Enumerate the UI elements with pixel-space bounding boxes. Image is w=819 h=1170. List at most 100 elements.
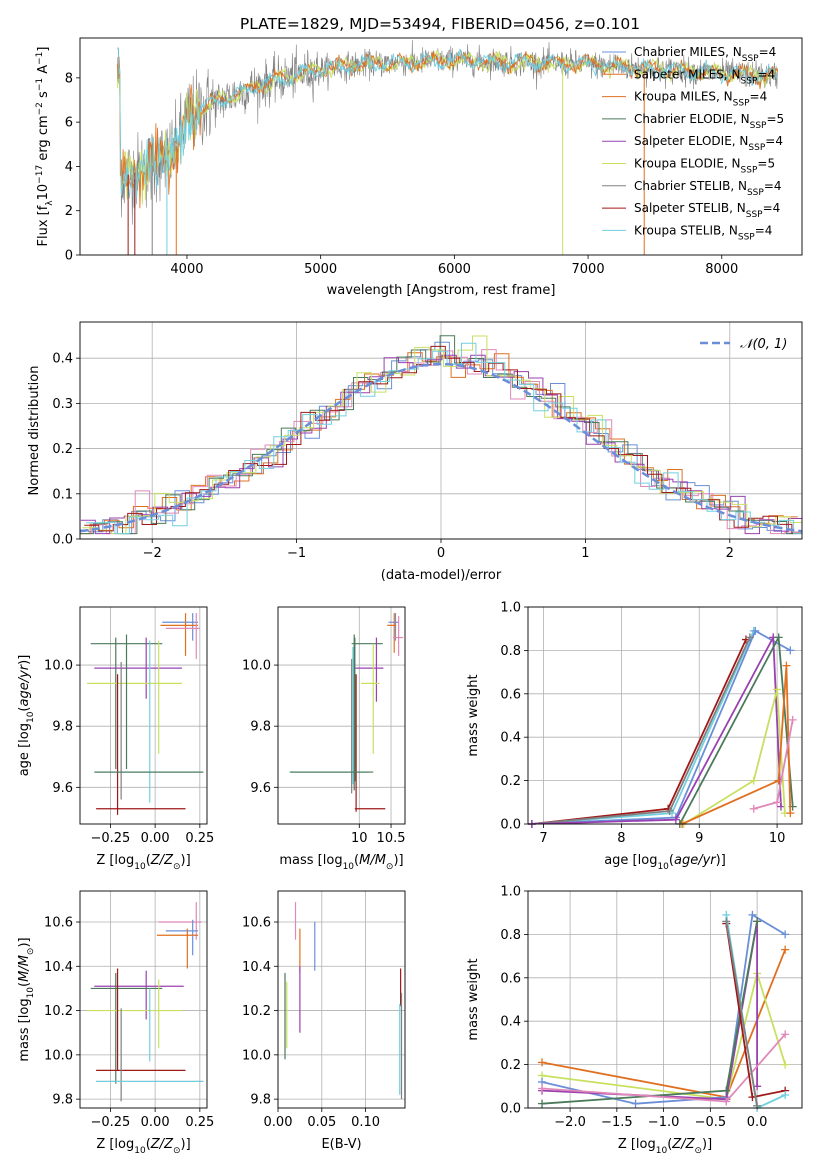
x-tick-label: 9 <box>695 831 703 846</box>
panel-age-vs-Z: −0.25 0.00 0.25 9.6 9.8 10.0 Z [log10(Z/Z⊙)] ag… <box>17 606 214 872</box>
y-axis-label: mass weight <box>466 674 481 756</box>
y-tick-label: 10.0 <box>44 659 73 674</box>
series-marker <box>538 1058 547 1067</box>
x-axis-label: age [log10(age/yr)] <box>604 853 726 872</box>
series-line-c8 <box>725 923 786 1099</box>
x-tick-label: 0 <box>437 546 445 561</box>
legend-label: 𝒩(0, 1) <box>740 337 787 352</box>
x-axis-label: E(B-V) <box>321 1137 361 1152</box>
x-tick-label: 7000 <box>572 262 605 277</box>
x-axis-label: (data-model)/error <box>381 568 502 583</box>
y-tick-label: 0.0 <box>500 1102 521 1117</box>
axes-frame <box>277 890 406 1109</box>
spectrum-data <box>117 39 778 225</box>
x-tick-label: −2 <box>143 546 162 561</box>
y-axis-label: mass [log10(M/M⊙)] <box>17 937 36 1061</box>
y-tick-label: 10.0 <box>44 1048 73 1063</box>
y-tick-label: 1.0 <box>500 885 521 900</box>
legend-label: Chabrier STELIB, NSSP=4 <box>634 179 782 198</box>
hist-c8 <box>84 345 802 534</box>
x-axis-label: Z [log10(Z/Z⊙)] <box>618 1137 712 1156</box>
legend-label: Salpeter STELIB, NSSP=4 <box>634 201 780 220</box>
axes-frame <box>277 606 406 825</box>
series-line-c9 <box>531 630 755 824</box>
x-tick-label: −1 <box>287 546 306 561</box>
series-marker <box>781 1060 790 1069</box>
x-tick-label: 0.25 <box>185 831 214 846</box>
series-marker <box>781 945 790 954</box>
axes-frame <box>79 321 803 540</box>
panel-residuals: −2 −1 0 1 2 0.0 0.1 0.2 0.3 0.4 𝒩(0, 1) (data-model… <box>27 321 803 583</box>
y-tick-label: 10.4 <box>242 960 271 975</box>
series-line-c4 <box>541 921 758 1105</box>
series-line-c6 <box>541 970 787 1101</box>
x-tick-label: 0.00 <box>141 831 170 846</box>
series-marker <box>538 1084 547 1093</box>
x-tick-label: −1.5 <box>601 1115 633 1130</box>
panel-spectrum: 4000 5000 6000 7000 8000 0 2 4 6 8 Chabrier MILES,… <box>35 37 803 298</box>
y-tick-label: 0.4 <box>500 1015 521 1030</box>
y-axis-label: age [log10(age/yr)] <box>17 655 36 777</box>
y-tick-label: 0.0 <box>500 818 521 833</box>
x-tick-label: −0.25 <box>90 1115 130 1130</box>
series-line-c5 <box>531 634 782 824</box>
x-tick-label: 10.5 <box>377 831 406 846</box>
series-marker <box>788 715 797 724</box>
x-axis-label: wavelength [Angstrom, rest frame] <box>327 283 556 298</box>
x-tick-label: 6000 <box>438 262 471 277</box>
series-marker <box>781 1030 790 1039</box>
x-axis-label: Z [log10(Z/Z⊙)] <box>96 853 190 872</box>
spectrum-model-c9 <box>117 47 779 209</box>
series-marker <box>749 804 758 813</box>
axes-frame <box>527 890 803 1109</box>
series-marker <box>722 1097 731 1106</box>
x-tick-label: 7 <box>539 831 547 846</box>
x-tick-label: 0.0 <box>747 1115 768 1130</box>
y-tick-label: 0.8 <box>500 928 521 943</box>
series-marker <box>782 661 791 670</box>
y-tick-label: 6 <box>65 116 73 131</box>
legend-label: Kroupa MILES, NSSP=4 <box>634 90 767 109</box>
series-line-c7 <box>531 637 751 824</box>
x-tick-label: 2 <box>726 546 734 561</box>
y-tick-label: 4 <box>65 160 73 175</box>
x-tick-label: 8000 <box>705 262 738 277</box>
series-marker <box>538 1099 547 1108</box>
series-marker <box>665 806 674 815</box>
series-marker <box>749 776 758 785</box>
axes-frame <box>79 890 208 1109</box>
series-marker <box>722 917 731 926</box>
y-tick-label: 9.6 <box>250 781 271 796</box>
series-marker <box>786 646 795 655</box>
x-tick-label: 0.00 <box>141 1115 170 1130</box>
y-tick-label: 10.6 <box>242 916 271 931</box>
y-tick-label: 9.8 <box>250 720 271 735</box>
y-tick-label: 0.6 <box>500 687 521 702</box>
panel-weight-vs-Z: −2.0 −1.5 −1.0 −0.5 0.0 0.0 0.2 0.4 0.6 0.8 1.0 Z [… <box>466 885 803 1156</box>
y-axis-label: Normed distribution <box>27 366 42 496</box>
series-marker <box>781 930 790 939</box>
y-tick-label: 0 <box>65 249 73 264</box>
series-marker <box>751 626 760 635</box>
x-tick-label: 8 <box>617 831 625 846</box>
x-tick-label: −1.0 <box>648 1115 680 1130</box>
y-tick-label: 10.2 <box>242 1004 271 1019</box>
legend-label: Kroupa ELODIE, NSSP=5 <box>634 157 775 176</box>
series-marker <box>745 633 754 642</box>
series-marker <box>773 685 782 694</box>
hist-c6 <box>82 335 802 535</box>
legend-label: Kroupa STELIB, NSSP=4 <box>634 223 772 242</box>
figure-title: PLATE=1829, MJD=53494, FIBERID=0456, z=0… <box>240 15 640 33</box>
panel-mass-vs-EBV: 0.00 0.05 0.10 9.8 10.0 10.2 10.4 10.6 E(B-V) <box>242 890 406 1152</box>
y-tick-label: 10.2 <box>44 1004 73 1019</box>
series-line-c5 <box>541 921 758 1101</box>
series-marker <box>781 1090 790 1099</box>
y-tick-label: 0.8 <box>500 644 521 659</box>
series-line-c7 <box>725 921 758 1106</box>
y-tick-label: 0.4 <box>52 352 73 367</box>
series-marker <box>753 917 762 926</box>
hist-c5 <box>80 354 802 535</box>
x-axis-label: Z [log10(Z/Z⊙)] <box>96 1137 190 1156</box>
panel-weight-vs-age: 7 8 9 10 0.0 0.2 0.4 0.6 0.8 1.0 age [log10(age/yr… <box>466 601 803 872</box>
